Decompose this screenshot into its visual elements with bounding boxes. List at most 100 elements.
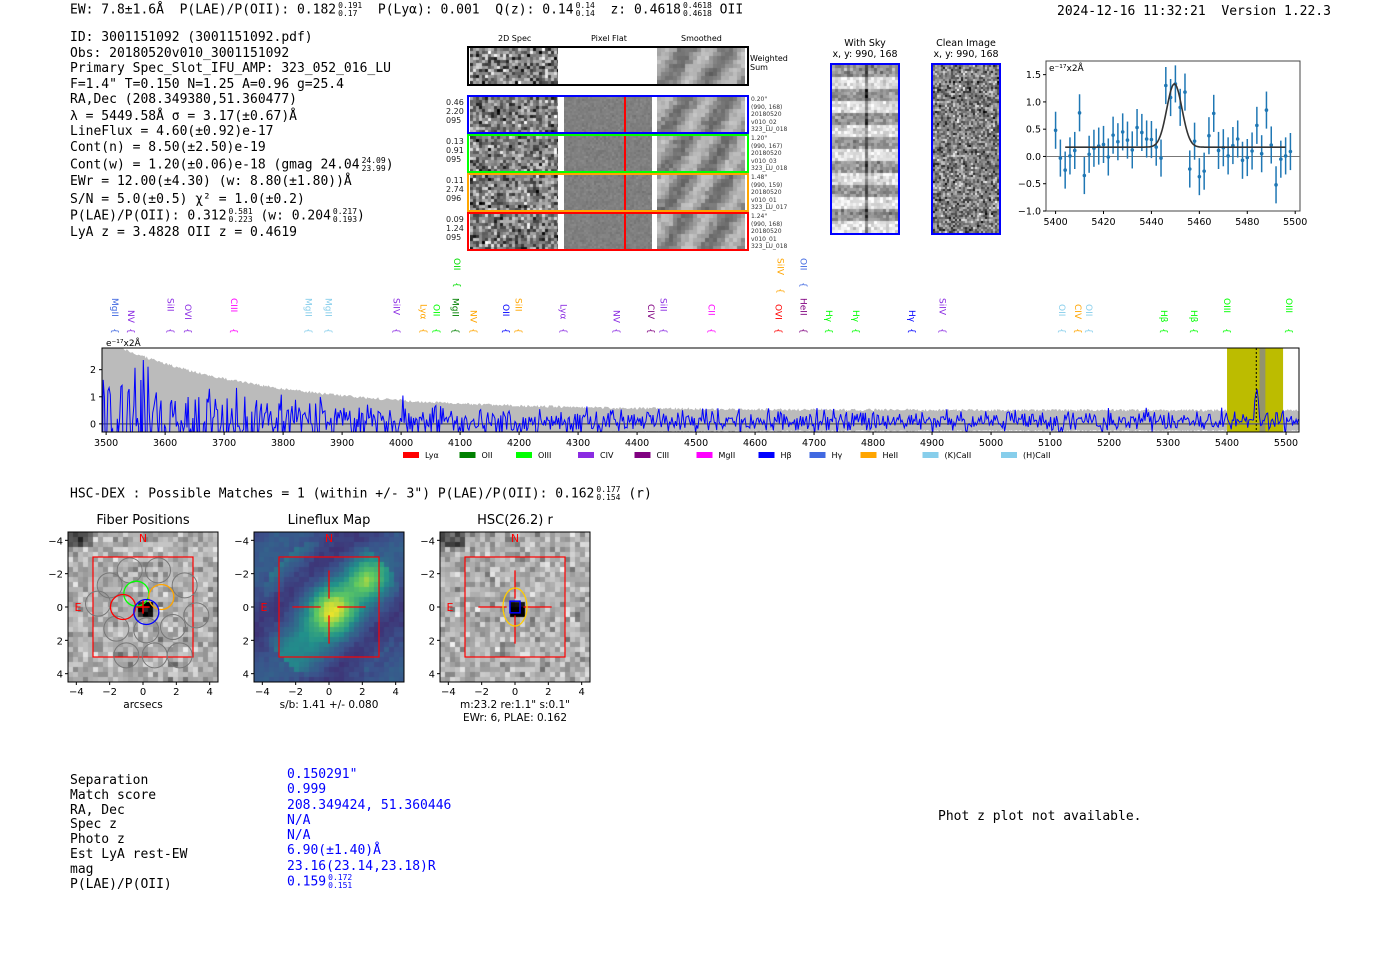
x-tick-label: 4300 — [566, 438, 590, 449]
fiber-stat: 0.09 — [446, 215, 464, 224]
spec2d-row-frame — [467, 95, 749, 134]
wavelength-marker-line — [624, 136, 626, 171]
fiber-info: 20180520 — [751, 150, 782, 157]
match-label: mag — [70, 861, 94, 877]
emission-line-marker: { — [430, 328, 440, 334]
emission-line-marker: { — [937, 328, 947, 334]
data-point — [1259, 151, 1264, 156]
y-tick-label: −4 — [234, 536, 249, 547]
data-point — [1120, 130, 1125, 134]
wavelength-marker-line — [624, 97, 626, 132]
legend-label: Hβ — [781, 451, 792, 460]
emission-line-marker: { — [164, 328, 174, 334]
col-title-2d-spec: 2D Spec — [498, 34, 532, 43]
data-point — [1197, 174, 1202, 179]
y-tick-label: −2 — [234, 570, 249, 581]
cutout-xlabel: m:23.2 re:1.1" s:0.1" — [460, 699, 570, 711]
match-value: N/A — [287, 828, 311, 844]
data-point — [1111, 133, 1115, 137]
y-tick-label: −4 — [48, 536, 63, 547]
data-point — [1255, 123, 1259, 128]
smoothed-image — [657, 136, 745, 171]
y-tick-label: 1.5 — [1026, 70, 1041, 81]
y-tick-label: 0 — [243, 603, 249, 614]
fiber-circle-highlight — [109, 593, 137, 621]
contw-range: 24.09 23.99 — [362, 157, 386, 173]
fiber-row-stats: 0.13 0.91 095 — [446, 137, 464, 164]
match-value: 208.349424, 51.360446 — [287, 797, 452, 813]
emission-line-label: Hγ — [906, 310, 916, 323]
x-tick-label: 4 — [578, 687, 584, 698]
plae-lo: 0.223 — [228, 215, 253, 224]
emission-line-marker: { — [228, 328, 238, 334]
plae-range: 0.581 0.223 — [229, 208, 253, 224]
info-line: LineFlux = 4.60(±0.92)e-17 — [70, 124, 274, 139]
data-point — [1154, 145, 1159, 149]
fiber-info: 323_LU_018 — [751, 126, 788, 133]
x-tick-label: −4 — [255, 687, 270, 698]
plae-w-range: 0.217 0.193 — [333, 208, 357, 224]
smoothed-image — [657, 48, 745, 84]
emission-line-marker: { — [323, 328, 333, 334]
x-tick-label: 4900 — [920, 438, 944, 449]
emission-line-label: SiIV — [937, 298, 947, 316]
info-sn: S/N = 5.0(±0.5) χ² = 1.0(±0.2) — [70, 191, 305, 207]
plot-area — [102, 348, 1299, 432]
spec2d-row-frame — [467, 173, 749, 212]
legend-swatch — [922, 452, 939, 458]
hsc-plae-range: 0.177 0.154 — [596, 486, 620, 502]
col-title-pixel-flat: Pixel Flat — [591, 34, 627, 43]
emission-line-marker: { — [774, 288, 784, 294]
x-tick-label: 3800 — [271, 438, 295, 449]
data-point — [1283, 154, 1288, 158]
x-tick-label: 0 — [140, 687, 146, 698]
emission-line-marker: { — [645, 328, 655, 334]
fiber-info: v010_03 — [751, 157, 777, 165]
data-point — [1245, 155, 1250, 160]
aperture-box — [464, 556, 566, 658]
z-line: OII — [719, 2, 744, 18]
emission-line-marker: { — [705, 328, 715, 334]
spec2d-image — [470, 136, 558, 171]
fiber-row-info: 1.20" (990, 167) 20180520 v010_03 323_LU_018 — [751, 135, 787, 173]
aperture-box — [92, 556, 194, 658]
emission-line-label: OIII — [1221, 298, 1231, 313]
info-z: LyA z = 3.4828 OII z = 0.4619 — [70, 225, 297, 240]
ew-value: EW: 7.8±1.6Å — [70, 2, 164, 18]
info-line: ID: 3001151092 (3001151092.pdf) — [70, 30, 313, 45]
east-label: E — [75, 601, 82, 614]
fiber-row-stats: 0.09 1.24 095 — [446, 215, 464, 242]
y-tick-label: −0.5 — [1018, 179, 1041, 190]
emission-line-marker: { — [797, 328, 807, 334]
emission-line-label: OVI — [773, 304, 783, 320]
info-line: λ = 5449.58Å σ = 3.17(±0.67)Å — [70, 108, 297, 124]
data-point — [1077, 111, 1082, 115]
data-point — [1159, 156, 1163, 160]
fiber-info: 20180520 — [751, 189, 782, 196]
x-tick-label: 5000 — [979, 438, 1003, 449]
full-spectrum-chart: 0 1 2 3500 3600 3700 3800 3900 4000 4100 4200 4300 4… — [90, 258, 1300, 460]
east-label: E — [261, 601, 268, 614]
fiber-info: 20180520 — [751, 111, 782, 118]
pixel-flat-image — [564, 175, 652, 210]
emission-line-marker: { — [1083, 328, 1093, 334]
emission-line-label: MgII — [323, 298, 333, 317]
plae-w-lo: 0.193 — [332, 215, 358, 224]
fiber-info: 323_LU_018 — [751, 165, 788, 172]
catalog-match-box — [509, 600, 521, 614]
fiber-info: v010_02 — [751, 118, 777, 126]
legend-label: Lyα — [425, 451, 439, 460]
legend-label: (H)CaII — [1023, 451, 1050, 460]
legend-swatch — [758, 452, 775, 458]
match-value: 0.150291" — [287, 767, 358, 782]
emission-line-label: MgII — [449, 298, 459, 317]
data-point — [1087, 152, 1091, 157]
match-plae-lo: 0.151 — [328, 881, 353, 891]
y-tick-label: 2 — [243, 636, 249, 647]
emission-line-marker: { — [1056, 328, 1066, 334]
data-point — [1235, 137, 1240, 141]
data-point — [1082, 173, 1087, 178]
qz-hi: 0.14 — [575, 1, 595, 10]
header-summary: EW: 7.8±1.6Å P(LAE)/P(OII): 0.182 0.191 0.… — [70, 2, 743, 18]
match-label: P(LAE)/P(OII) — [70, 876, 172, 892]
